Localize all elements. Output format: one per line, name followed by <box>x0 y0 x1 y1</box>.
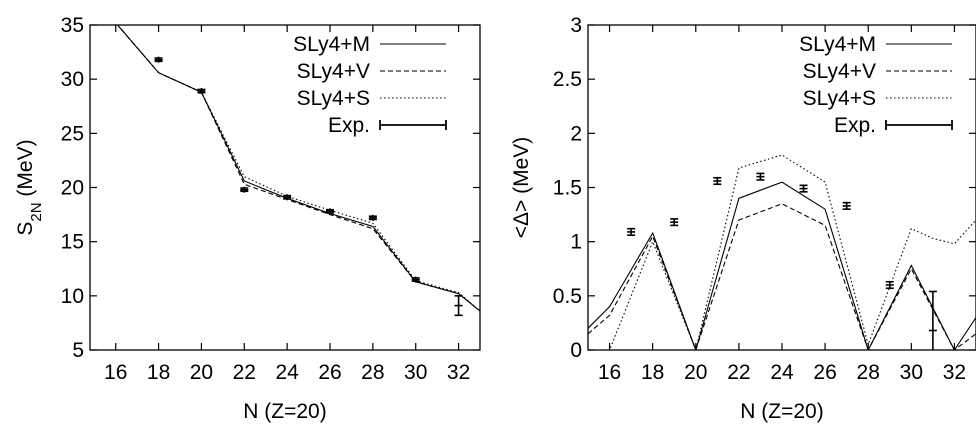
y-tick-label: 35 <box>61 14 84 37</box>
legend-label: Exp. <box>328 114 370 137</box>
y-tick-label: 25 <box>61 122 84 145</box>
plot-area <box>116 25 480 317</box>
x-tick-label: 30 <box>900 361 923 384</box>
x-tick-label: 28 <box>857 361 880 384</box>
series-line-dashed <box>588 203 976 350</box>
plot-frame <box>587 24 976 351</box>
x-tick-label: 16 <box>104 361 127 384</box>
plot-area <box>588 154 976 350</box>
x-tick-label: 20 <box>684 361 707 384</box>
y-tick-label: 10 <box>61 285 84 308</box>
x-tick-label: 32 <box>943 361 966 384</box>
y-tick-label: 1 <box>570 231 582 254</box>
legend-label: SLy4+S <box>297 87 370 110</box>
x-tick-label: 24 <box>275 361 299 384</box>
x-tick-label: 18 <box>641 361 664 384</box>
y-tick-label: 30 <box>61 68 84 91</box>
y-tick-label: 5 <box>72 339 84 362</box>
y-tick-label: 15 <box>61 231 84 254</box>
x-tick-label: 20 <box>190 361 213 384</box>
y-tick-label: 2.5 <box>553 68 582 91</box>
x-axis-label: N (Z=20) <box>243 400 326 423</box>
x-tick-label: 26 <box>813 361 836 384</box>
y-tick-label: 2 <box>570 122 582 145</box>
legend-label: SLy4+M <box>799 33 876 56</box>
legend-label: SLy4+V <box>803 60 876 83</box>
x-tick-label: 32 <box>447 361 470 384</box>
y-tick-label: 1.5 <box>553 177 582 200</box>
legend-label: SLy4+S <box>803 87 876 110</box>
y-tick-label: 0.5 <box>553 285 582 308</box>
series-line-solid <box>588 181 976 350</box>
legend-label: SLy4+V <box>297 60 370 83</box>
x-tick-label: 16 <box>598 361 621 384</box>
legend-label: SLy4+M <box>293 33 370 56</box>
left-panel-s2n: 16 18 20 22 24 26 28 30 32 5 10 15 20 25 30 35 N (Z=20) S… <box>14 14 481 423</box>
y-tick-label: 3 <box>570 14 582 37</box>
x-tick-label: 18 <box>147 361 170 384</box>
x-tick-label: 28 <box>361 361 384 384</box>
plot-frame <box>89 24 481 351</box>
legend-label: Exp. <box>834 114 876 137</box>
x-axis-label: N (Z=20) <box>740 400 823 423</box>
y-axis-label: S2N (MeV) <box>14 139 45 235</box>
y-tick-label: 0 <box>570 339 582 362</box>
x-tick-label: 30 <box>404 361 427 384</box>
x-tick-label: 22 <box>727 361 750 384</box>
x-tick-label: 26 <box>318 361 341 384</box>
series-line-dotted <box>116 25 480 312</box>
right-panel-pairing-gap: 16 18 20 22 24 26 28 30 32 0 0.5 1 1.5 2 2.5 3 N (Z=20) <… <box>510 14 976 423</box>
y-tick-label: 20 <box>61 177 84 200</box>
series-line-dotted <box>588 154 976 350</box>
x-tick-label: 24 <box>770 361 794 384</box>
x-tick-label: 22 <box>233 361 256 384</box>
y-axis-label: <Δ> (MeV) <box>510 137 533 239</box>
